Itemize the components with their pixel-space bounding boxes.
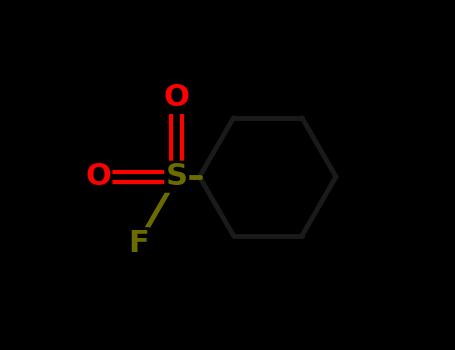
Text: F: F xyxy=(128,229,149,258)
Text: O: O xyxy=(85,162,111,191)
Text: S: S xyxy=(166,162,188,191)
Text: O: O xyxy=(164,84,190,112)
